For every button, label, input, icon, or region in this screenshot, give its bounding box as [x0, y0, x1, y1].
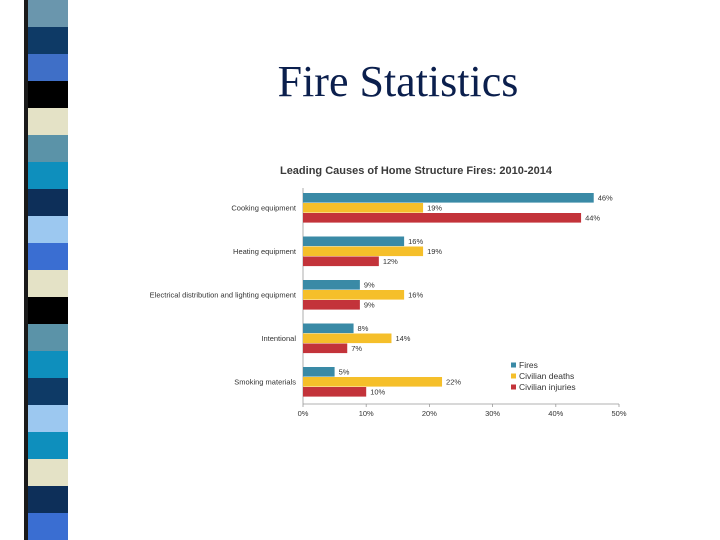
- bar: [303, 387, 367, 397]
- data-label: 16%: [408, 237, 423, 246]
- strip-block: [28, 486, 68, 514]
- bar: [303, 213, 582, 223]
- strip-block: [28, 81, 68, 109]
- legend-swatch: [511, 373, 516, 379]
- category-label: Heating equipment: [233, 247, 297, 256]
- strip-block: [28, 432, 68, 460]
- data-label: 19%: [427, 203, 442, 212]
- data-label: 16%: [408, 290, 423, 299]
- x-tick-label: 50%: [611, 409, 626, 418]
- data-label: 44%: [585, 213, 600, 222]
- strip-block: [28, 162, 68, 190]
- data-label: 9%: [364, 280, 375, 289]
- strip-block: [28, 324, 68, 352]
- x-tick-label: 10%: [359, 409, 374, 418]
- chart-body: Cooking equipment 46% 19% 44% Heating equipm…: [150, 188, 627, 418]
- chart-title: Leading Causes of Home Structure Fires: …: [280, 165, 553, 177]
- bar: [303, 290, 405, 300]
- strip-block: [28, 108, 68, 136]
- strip-block: [28, 27, 68, 55]
- strip-block: [28, 216, 68, 244]
- bar: [303, 300, 360, 310]
- strip-block: [28, 378, 68, 406]
- data-label: 7%: [351, 344, 362, 353]
- bar: [303, 343, 348, 354]
- bar: [303, 236, 405, 247]
- strip-block: [28, 243, 68, 271]
- legend-swatch: [511, 384, 516, 390]
- strip-block: [28, 135, 68, 163]
- data-label: 22%: [446, 377, 461, 386]
- category-label: Intentional: [261, 334, 296, 343]
- data-label: 14%: [395, 334, 410, 343]
- bar: [303, 280, 360, 290]
- legend-swatch: [511, 362, 516, 368]
- data-label: 5%: [339, 367, 350, 376]
- strip-block: [28, 405, 68, 433]
- strip-block: [28, 513, 68, 540]
- legend-label: Civilian injuries: [519, 382, 576, 392]
- decorative-color-strip: [24, 0, 68, 540]
- legend-label: Fires: [519, 360, 538, 370]
- data-label: 46%: [598, 193, 613, 202]
- strip-block: [28, 270, 68, 298]
- bar: [303, 203, 424, 213]
- category-label: Smoking materials: [234, 377, 296, 386]
- strip-block: [28, 0, 68, 28]
- strip-block: [28, 297, 68, 325]
- x-tick-label: 40%: [548, 409, 563, 418]
- bar: [303, 377, 443, 387]
- slide-title: Fire Statistics: [277, 57, 519, 106]
- bar: [303, 367, 335, 377]
- bar: [303, 323, 354, 334]
- x-tick-label: 20%: [422, 409, 437, 418]
- data-label: 9%: [364, 300, 375, 309]
- data-label: 12%: [383, 257, 398, 266]
- strip-block: [28, 189, 68, 217]
- strip-block: [28, 54, 68, 82]
- strip-block: [28, 459, 68, 487]
- x-tick-label: 30%: [485, 409, 500, 418]
- bar: [303, 333, 392, 344]
- bar: [303, 256, 379, 267]
- legend-label: Civilian deaths: [519, 371, 574, 381]
- bar: [303, 246, 424, 257]
- data-label: 10%: [370, 387, 385, 396]
- strip-block: [28, 351, 68, 379]
- bar: [303, 193, 594, 203]
- category-label: Cooking equipment: [231, 203, 297, 212]
- x-tick-label: 0%: [298, 409, 309, 418]
- data-label: 8%: [358, 324, 369, 333]
- category-label: Electrical distribution and lighting equ…: [150, 290, 297, 299]
- strip-edge: [24, 0, 28, 540]
- data-label: 19%: [427, 247, 442, 256]
